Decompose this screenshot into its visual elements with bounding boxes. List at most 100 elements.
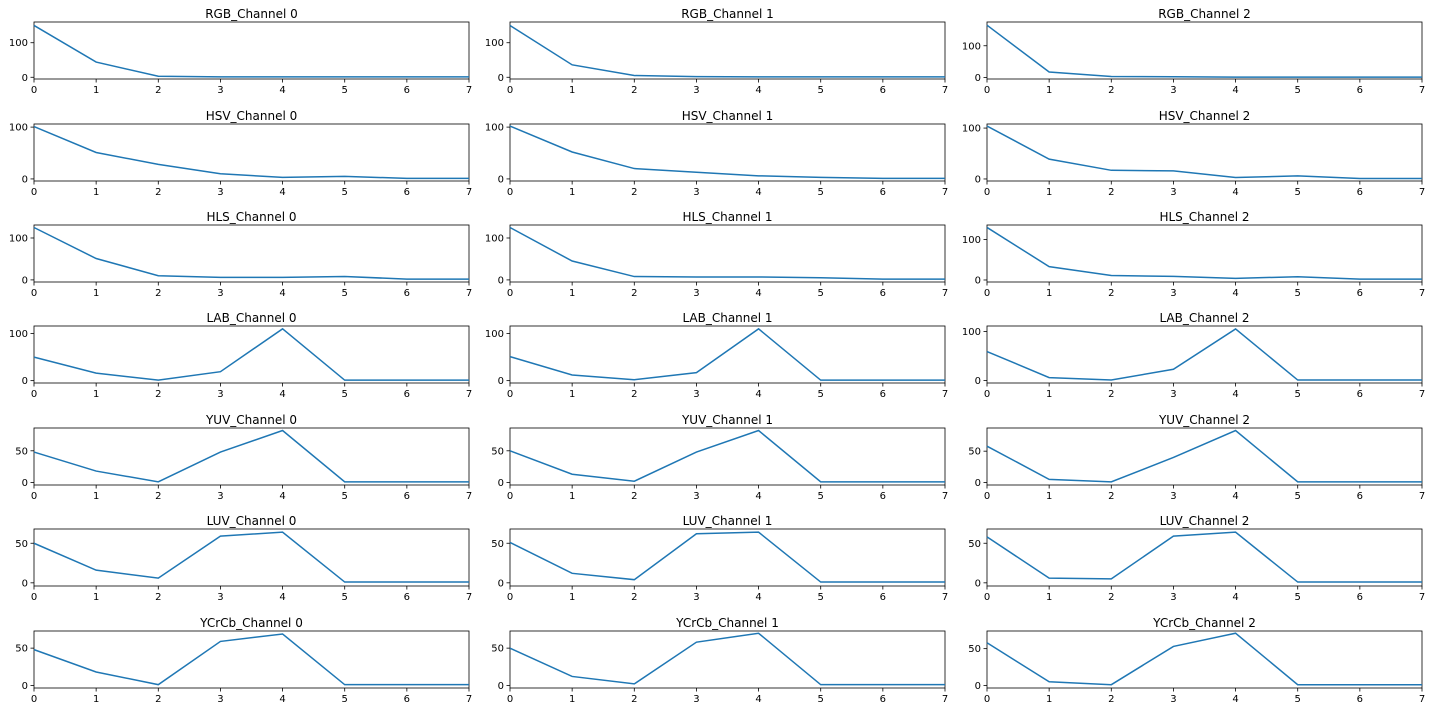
series-line xyxy=(986,328,1422,381)
chart-svg: HLS_Channel 2 0 1 2 3 4 5 6 7 0 100 xyxy=(962,210,1425,299)
x-tick-label: 7 xyxy=(1419,187,1425,198)
x-tick-label: 6 xyxy=(880,85,886,96)
series-line xyxy=(33,429,469,483)
x-tick-label: 5 xyxy=(342,491,348,502)
x-tick-label: 1 xyxy=(569,694,575,705)
y-tick-label: 0 xyxy=(498,174,504,185)
x-tick-label: 7 xyxy=(466,694,472,705)
x-tick-label: 5 xyxy=(1295,694,1301,705)
x-tick-label: 5 xyxy=(342,592,348,603)
y-tick-label: 100 xyxy=(485,38,504,49)
x-tick-label: 5 xyxy=(1295,592,1301,603)
x-tick-label: 6 xyxy=(404,288,410,299)
x-tick-label: 2 xyxy=(155,187,161,198)
plot-frame xyxy=(986,528,1423,587)
x-tick-label: 1 xyxy=(1046,592,1052,603)
y-tick-label: 50 xyxy=(968,447,981,458)
x-tick-label: 1 xyxy=(93,288,99,299)
x-tick-label: 3 xyxy=(217,694,223,705)
x-tick-label: 1 xyxy=(569,592,575,603)
chart-title: YUV_Channel 2 xyxy=(1158,413,1250,427)
x-tick-label: 2 xyxy=(1108,694,1114,705)
chart-svg: LUV_Channel 0 0 1 2 3 4 5 6 7 0 50 xyxy=(15,514,472,603)
x-tick-label: 3 xyxy=(1170,389,1176,400)
plot-frame xyxy=(33,528,470,587)
x-tick-label: 0 xyxy=(507,187,513,198)
chart-title: YCrCb_Channel 1 xyxy=(675,616,779,630)
chart-title: LUV_Channel 1 xyxy=(683,514,773,528)
x-tick-label: 7 xyxy=(942,187,948,198)
x-tick-label: 2 xyxy=(1108,491,1114,502)
x-tick-label: 6 xyxy=(880,592,886,603)
chart-panel: LAB_Channel 2 0 1 2 3 4 5 6 7 0 100 xyxy=(957,306,1427,406)
chart-panel: HSV_Channel 2 0 1 2 3 4 5 6 7 0 100 xyxy=(957,104,1427,204)
x-tick-label: 3 xyxy=(1170,694,1176,705)
x-tick-label: 6 xyxy=(404,187,410,198)
y-tick-label: 100 xyxy=(485,123,504,134)
y-tick-label: 0 xyxy=(498,275,504,286)
y-tick-label: 0 xyxy=(975,376,981,387)
series-line xyxy=(986,632,1422,686)
y-tick-label: 100 xyxy=(962,327,981,338)
y-tick-label: 100 xyxy=(9,123,28,134)
x-tick-label: 4 xyxy=(1232,187,1238,198)
x-tick-label: 1 xyxy=(1046,389,1052,400)
plot-frame xyxy=(986,123,1423,182)
y-tick-label: 0 xyxy=(498,681,504,692)
x-tick-label: 3 xyxy=(1170,491,1176,502)
plot-frame xyxy=(986,325,1423,384)
series-line xyxy=(509,429,945,483)
chart-title: LUV_Channel 2 xyxy=(1160,514,1250,528)
x-tick-label: 3 xyxy=(693,592,699,603)
chart-panel: YCrCb_Channel 1 0 1 2 3 4 5 6 7 0 50 xyxy=(480,611,950,711)
x-tick-label: 4 xyxy=(755,694,761,705)
y-tick-label: 0 xyxy=(22,73,28,84)
x-tick-label: 2 xyxy=(155,491,161,502)
plot-frame xyxy=(33,325,470,384)
chart-panel: HSV_Channel 1 0 1 2 3 4 5 6 7 0 100 xyxy=(480,104,950,204)
x-tick-label: 2 xyxy=(1108,288,1114,299)
y-tick-label: 50 xyxy=(491,644,504,655)
chart-title: RGB_Channel 0 xyxy=(205,7,298,21)
series-line xyxy=(33,327,469,381)
x-tick-label: 4 xyxy=(279,491,285,502)
x-tick-label: 7 xyxy=(1419,491,1425,502)
y-tick-label: 100 xyxy=(485,233,504,244)
y-tick-label: 50 xyxy=(968,644,981,655)
plot-frame xyxy=(986,21,1423,80)
x-tick-label: 2 xyxy=(631,592,637,603)
chart-title: RGB_Channel 1 xyxy=(681,7,774,21)
chart-title: RGB_Channel 2 xyxy=(1158,7,1251,21)
x-tick-label: 4 xyxy=(755,187,761,198)
x-tick-label: 6 xyxy=(404,694,410,705)
series-line xyxy=(509,531,945,583)
x-tick-label: 2 xyxy=(631,187,637,198)
y-tick-label: 0 xyxy=(22,174,28,185)
x-tick-label: 0 xyxy=(507,592,513,603)
chart-title: YUV_Channel 0 xyxy=(205,413,297,427)
x-tick-label: 4 xyxy=(279,187,285,198)
x-tick-label: 6 xyxy=(880,187,886,198)
x-tick-label: 7 xyxy=(466,491,472,502)
x-tick-label: 1 xyxy=(569,288,575,299)
plot-frame xyxy=(986,224,1423,283)
chart-svg: HSV_Channel 0 0 1 2 3 4 5 6 7 0 100 xyxy=(9,109,472,198)
chart-panel: YUV_Channel 1 0 1 2 3 4 5 6 7 0 50 xyxy=(480,408,950,508)
x-tick-label: 3 xyxy=(1170,288,1176,299)
x-tick-label: 6 xyxy=(1357,694,1363,705)
x-tick-label: 5 xyxy=(818,592,824,603)
x-tick-label: 1 xyxy=(1046,187,1052,198)
chart-svg: HLS_Channel 0 0 1 2 3 4 5 6 7 0 100 xyxy=(9,210,472,299)
x-tick-label: 5 xyxy=(342,85,348,96)
x-tick-label: 6 xyxy=(404,389,410,400)
chart-panel: YUV_Channel 2 0 1 2 3 4 5 6 7 0 50 xyxy=(957,408,1427,508)
x-tick-label: 2 xyxy=(155,288,161,299)
chart-panel: RGB_Channel 0 0 1 2 3 4 5 6 7 0 100 xyxy=(4,2,474,102)
x-tick-label: 5 xyxy=(818,694,824,705)
x-tick-label: 4 xyxy=(755,85,761,96)
x-tick-label: 6 xyxy=(1357,288,1363,299)
series-line xyxy=(986,226,1422,280)
plot-frame xyxy=(33,224,470,283)
y-tick-label: 0 xyxy=(22,478,28,489)
